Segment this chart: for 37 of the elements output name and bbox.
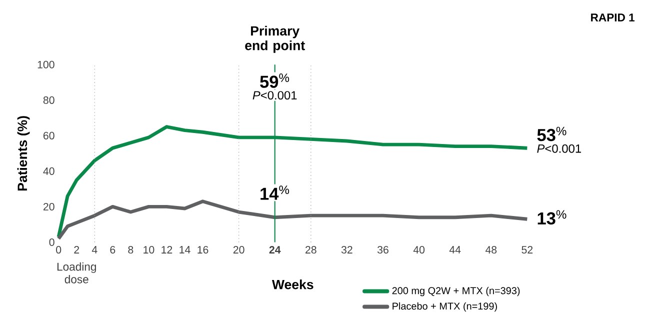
annotation: P<0.001: [252, 91, 297, 100]
text: P<0.001: [537, 144, 582, 153]
legend-label: 200 mg Q2W + MTX (n=393): [392, 286, 520, 296]
ref-line-label: Primary end point: [245, 26, 305, 53]
x-tick-label: 2: [74, 246, 80, 254]
y-tick-label: 60: [44, 132, 54, 140]
text: 13$^{%}$: [538, 210, 566, 225]
y-axis-title: Patients (%): [17, 116, 30, 191]
x-tick-label: 52: [522, 246, 533, 254]
x-tick-label: 40: [413, 246, 425, 254]
x-axis-title: Weeks: [272, 279, 314, 290]
y-tick-label: 100: [38, 60, 54, 68]
x-tick-label: 20: [233, 246, 244, 254]
y-tick-label: 0: [49, 238, 54, 246]
x-tick-label: 36: [377, 246, 388, 254]
y-tick-label: 20: [44, 202, 54, 210]
text: RAPID 1: [591, 14, 635, 22]
legend-label: Placebo + MTX (n=199): [392, 302, 497, 312]
x-tick-label: 12: [162, 246, 172, 254]
x-tick-label: 48: [485, 246, 497, 254]
x-tick-label: 4: [92, 246, 98, 254]
x-tick-label: 32: [341, 246, 352, 254]
x-tick-label: 8: [128, 246, 134, 254]
x-tick-label: 10: [144, 246, 154, 254]
x-tick-label: 6: [110, 246, 116, 254]
y-tick-label: 40: [43, 167, 54, 175]
x-tick-label: 16: [198, 246, 208, 254]
text: Loading dose: [57, 262, 96, 284]
annotation: 59$^{%}$: [260, 74, 290, 88]
x-tick-label: 24: [269, 246, 281, 254]
x-tick-label: 0: [56, 246, 62, 254]
annotation: 14$^{%}$: [260, 186, 290, 200]
y-tick-label: 80: [43, 96, 54, 104]
text: 53$^{%}$: [537, 126, 566, 142]
x-tick-label: 44: [449, 246, 461, 254]
x-tick-label: 28: [306, 246, 316, 254]
x-tick-label: 14: [180, 246, 190, 254]
